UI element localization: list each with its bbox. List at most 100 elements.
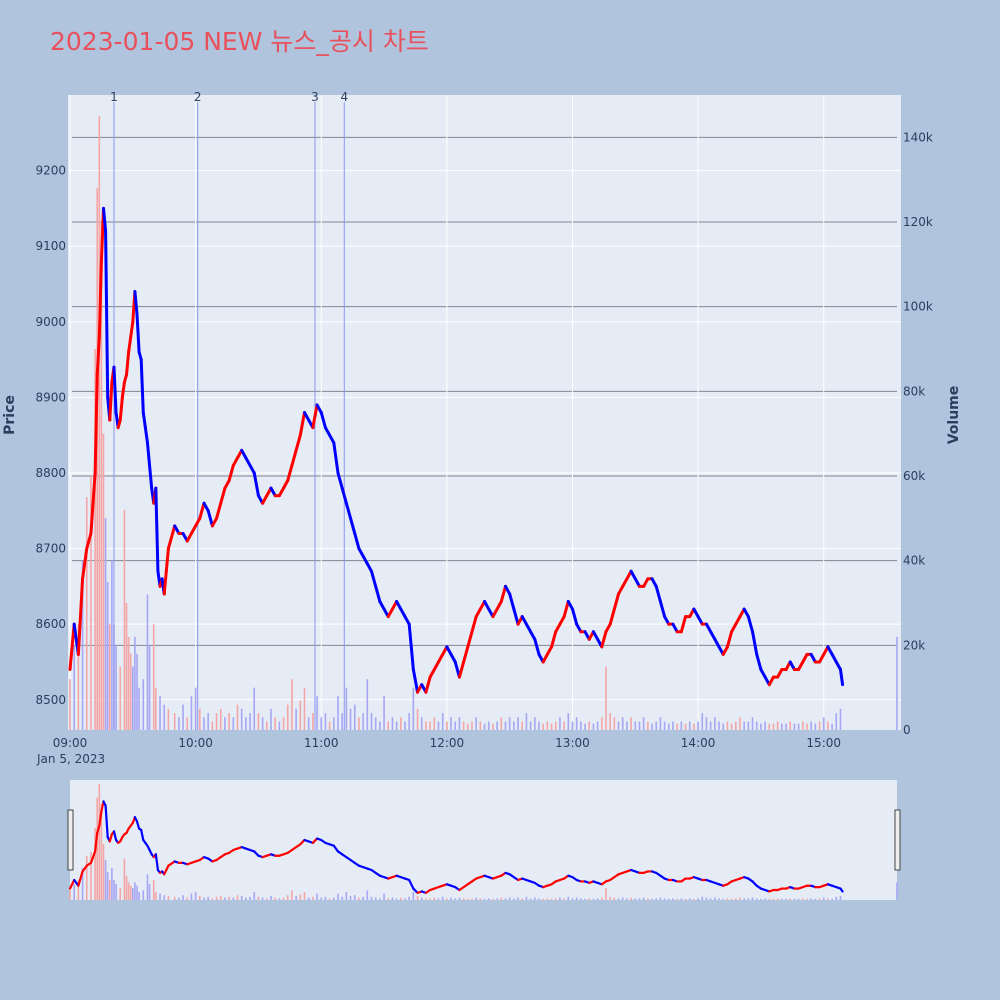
mini-volume-bar (563, 898, 565, 900)
volume-bar (529, 721, 532, 730)
mini-volume-bar (818, 898, 821, 900)
mini-volume-bar (751, 897, 754, 900)
volume-bar (148, 645, 151, 730)
volume-bar (450, 717, 452, 730)
mini-volume-bar (286, 895, 289, 900)
mini-volume-bar (345, 892, 348, 900)
rangeslider-handle-right[interactable] (894, 809, 901, 871)
mini-volume-bar (676, 898, 678, 900)
volume-bar (374, 717, 377, 730)
y2-axis-label: Volume (946, 386, 962, 445)
y-tick-label: 8800 (35, 466, 66, 480)
mini-volume-bar (129, 885, 132, 900)
volume-bar (142, 679, 145, 730)
mini-volume-bar (370, 896, 373, 900)
volume-bar (709, 721, 712, 730)
price-up-segment (68, 622, 76, 672)
mini-volume-bar (278, 898, 281, 900)
volume-bar (571, 721, 574, 730)
price-down-segment (340, 486, 348, 505)
price-down-segment (349, 516, 357, 535)
mini-volume-bar (274, 897, 276, 900)
y-tick-label: 8500 (35, 693, 66, 707)
mini-volume-bar (567, 896, 570, 900)
volume-bar (232, 717, 235, 730)
volume-bar (634, 721, 637, 730)
volume-bar (328, 721, 331, 730)
mini-volume-bar (98, 784, 101, 900)
volume-bar (115, 645, 117, 730)
x-tick-label: 13:00 (555, 736, 590, 750)
volume-bar (613, 717, 616, 730)
volume-bar (835, 713, 838, 730)
volume-bar (85, 497, 88, 730)
price-down-segment (751, 630, 759, 656)
mini-volume-bar (546, 898, 549, 900)
volume-bar (584, 723, 586, 730)
volume-bar (500, 717, 503, 730)
price-up-segment (85, 531, 93, 551)
mini-volume-bar (822, 897, 825, 900)
volume-bar (642, 717, 645, 730)
rangeslider-handle-left[interactable] (67, 809, 74, 871)
volume-bar (316, 696, 318, 730)
mini-volume-bar (559, 897, 561, 900)
mini-volume-bar (245, 897, 247, 900)
volume-bar (270, 708, 272, 730)
volume-bar (483, 723, 486, 730)
mini-volume-bar (747, 898, 750, 900)
mini-volume-bar (734, 898, 737, 900)
volume-bar (102, 433, 105, 730)
price-down-segment (508, 592, 516, 611)
y-tick-label: 8700 (35, 542, 66, 556)
mini-volume-bar (617, 898, 620, 900)
y-tick-label: 9200 (35, 164, 66, 178)
mini-price-segment (135, 820, 141, 830)
volume-bar (655, 721, 658, 730)
price-up-segment (97, 259, 103, 339)
volume-bar (600, 717, 603, 730)
volume-bar (487, 721, 490, 730)
volume-bar (190, 696, 193, 730)
volume-bar (104, 518, 107, 730)
volume-bar (567, 713, 570, 730)
mini-volume-bar (152, 880, 155, 900)
mini-volume-bar (730, 898, 733, 900)
price-up-segment (120, 380, 126, 399)
volume-bar (412, 687, 415, 730)
rangeslider-background (70, 780, 897, 900)
mini-price-segment (77, 870, 84, 887)
mini-volume-bar (483, 898, 486, 900)
y2-tick-label: 0 (903, 723, 911, 737)
y2-tick-label: 140k (903, 130, 933, 144)
volume-bar (630, 717, 632, 730)
volume-bar (253, 687, 256, 730)
volume-bar (236, 704, 239, 730)
x-tick-label: 10:00 (178, 736, 213, 750)
mini-volume-bar (433, 897, 436, 900)
mini-volume-bar (835, 896, 838, 900)
mini-volume-bar (224, 897, 226, 900)
volume-bar (420, 717, 423, 730)
mini-volume-bar (479, 898, 482, 900)
price-series (68, 206, 845, 694)
mini-volume-bar (228, 896, 230, 900)
volume-bar (605, 666, 607, 730)
y2-tick-label: 80k (903, 384, 925, 398)
mini-volume-bar (659, 897, 662, 900)
volume-bar (726, 721, 729, 730)
mini-volume-bar (425, 898, 427, 900)
mini-volume-bar (379, 898, 381, 900)
price-up-segment (462, 645, 470, 664)
mini-volume-bar (358, 897, 360, 900)
mini-volume-bar (517, 897, 519, 900)
mini-volume-bar (416, 896, 419, 900)
mini-volume-bar (475, 897, 477, 900)
volume-bar (533, 717, 536, 730)
volume-bar (546, 721, 549, 730)
mini-volume-bar (142, 890, 145, 900)
mini-volume-bar (458, 897, 461, 900)
mini-volume-bar (513, 898, 515, 900)
mini-price-segment (98, 810, 103, 827)
